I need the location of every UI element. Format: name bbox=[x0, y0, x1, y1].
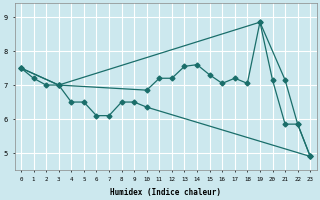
X-axis label: Humidex (Indice chaleur): Humidex (Indice chaleur) bbox=[110, 188, 221, 197]
